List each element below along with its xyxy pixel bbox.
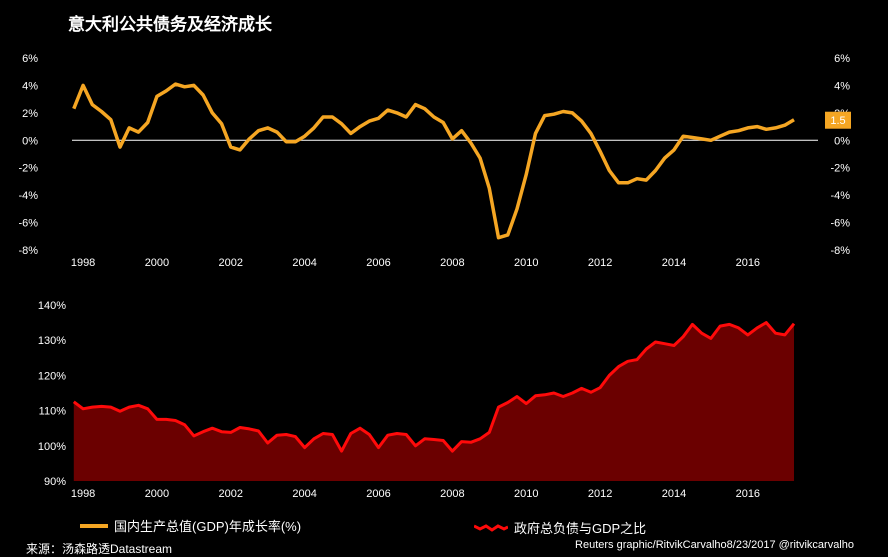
last-value-badge <box>825 111 851 129</box>
x-tick-label: 2002 <box>219 257 243 269</box>
x-tick-label: 2002 <box>219 488 243 500</box>
legend-gdp-swatch <box>80 523 108 528</box>
y-tick-label-right: -2% <box>830 163 850 175</box>
legend-debt-swatch <box>474 523 508 532</box>
y-tick-label: 140% <box>38 300 66 312</box>
y-tick-label-left: -8% <box>18 245 38 257</box>
source-note: 来源：汤森路透Datastream <box>26 542 173 556</box>
x-tick-label: 2012 <box>588 257 612 269</box>
y-tick-label: 120% <box>38 370 66 382</box>
y-tick-label-left: -2% <box>18 163 38 175</box>
y-tick-label-right: 0% <box>834 135 850 147</box>
y-tick-label-right: -4% <box>830 190 850 202</box>
x-tick-label: 1998 <box>71 488 95 500</box>
y-tick-label: 130% <box>38 335 66 347</box>
x-tick-label: 2000 <box>145 257 169 269</box>
y-tick-label: 110% <box>39 406 67 418</box>
y-tick-label-left: 6% <box>22 53 38 65</box>
y-tick-label-right: -8% <box>830 245 850 257</box>
x-tick-label: 2004 <box>292 488 316 500</box>
gdp-growth-line <box>72 82 795 240</box>
x-tick-label: 2016 <box>736 488 760 500</box>
debt-ratio-line <box>72 321 796 453</box>
x-tick-label: 2004 <box>292 257 316 269</box>
x-tick-label: 1998 <box>71 257 95 269</box>
x-tick-label: 2016 <box>736 257 760 269</box>
y-tick-label-left: -4% <box>18 190 38 202</box>
x-tick-label: 2006 <box>366 488 390 500</box>
x-tick-label: 2012 <box>588 488 612 500</box>
legend-debt: 政府总负债与GDP之比 <box>474 518 646 537</box>
debt-ratio-area <box>73 322 795 481</box>
x-tick-label: 2000 <box>145 488 169 500</box>
y-tick-label-right: 6% <box>834 53 850 65</box>
y-tick-label-left: 2% <box>22 108 38 120</box>
x-tick-label: 2006 <box>366 257 390 269</box>
y-tick-label: 90% <box>44 476 66 488</box>
x-tick-label: 2014 <box>662 488 686 500</box>
x-tick-label: 2010 <box>514 488 538 500</box>
y-tick-label-right: 4% <box>834 80 850 92</box>
debt-ratio-chart: 140% 130% 120% 110% 100% 90% 1998 2000 2002 2004 2… <box>38 300 796 500</box>
x-tick-label: 2010 <box>514 257 538 269</box>
credit-note: Reuters graphic/RitvikCarvalho8/23/2017 … <box>575 539 854 551</box>
legend-gdp-label: 国内生产总值(GDP)年成长率(%) <box>114 519 302 534</box>
y-tick-label: 100% <box>38 441 66 453</box>
legend-debt-label: 政府总负债与GDP之比 <box>514 521 647 536</box>
legend-gdp: 国内生产总值(GDP)年成长率(%) <box>80 516 301 535</box>
last-value-label: 1.5 <box>830 115 845 127</box>
x-tick-label: 2008 <box>440 488 464 500</box>
y-tick-label-left: -6% <box>18 218 38 230</box>
y-tick-label-right: -6% <box>830 218 850 230</box>
y-tick-label-left: 4% <box>22 80 38 92</box>
x-tick-label: 2014 <box>662 257 686 269</box>
gdp-growth-chart: 6%6%4%4%2%2%0%0%-2%-2%-4%-4%-6%-6%-8%-8%… <box>18 53 851 269</box>
y-tick-label-left: 0% <box>22 135 38 147</box>
chart-title: 意大利公共债务及经济成长 <box>68 15 272 34</box>
x-tick-label: 2008 <box>440 257 464 269</box>
